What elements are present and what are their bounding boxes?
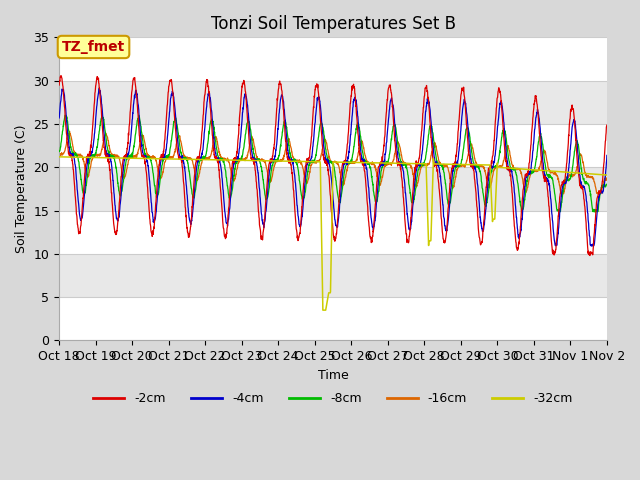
- Text: TZ_fmet: TZ_fmet: [62, 40, 125, 54]
- X-axis label: Time: Time: [317, 369, 348, 382]
- Bar: [59, 124, 607, 167]
- Bar: [59, 167, 607, 211]
- Title: Tonzi Soil Temperatures Set B: Tonzi Soil Temperatures Set B: [211, 15, 456, 33]
- Y-axis label: Soil Temperature (C): Soil Temperature (C): [15, 125, 28, 253]
- Bar: [59, 211, 607, 254]
- Bar: [59, 297, 607, 340]
- Bar: [59, 254, 607, 297]
- Bar: [59, 37, 607, 81]
- Bar: [59, 81, 607, 124]
- Legend: -2cm, -4cm, -8cm, -16cm, -32cm: -2cm, -4cm, -8cm, -16cm, -32cm: [88, 387, 578, 410]
